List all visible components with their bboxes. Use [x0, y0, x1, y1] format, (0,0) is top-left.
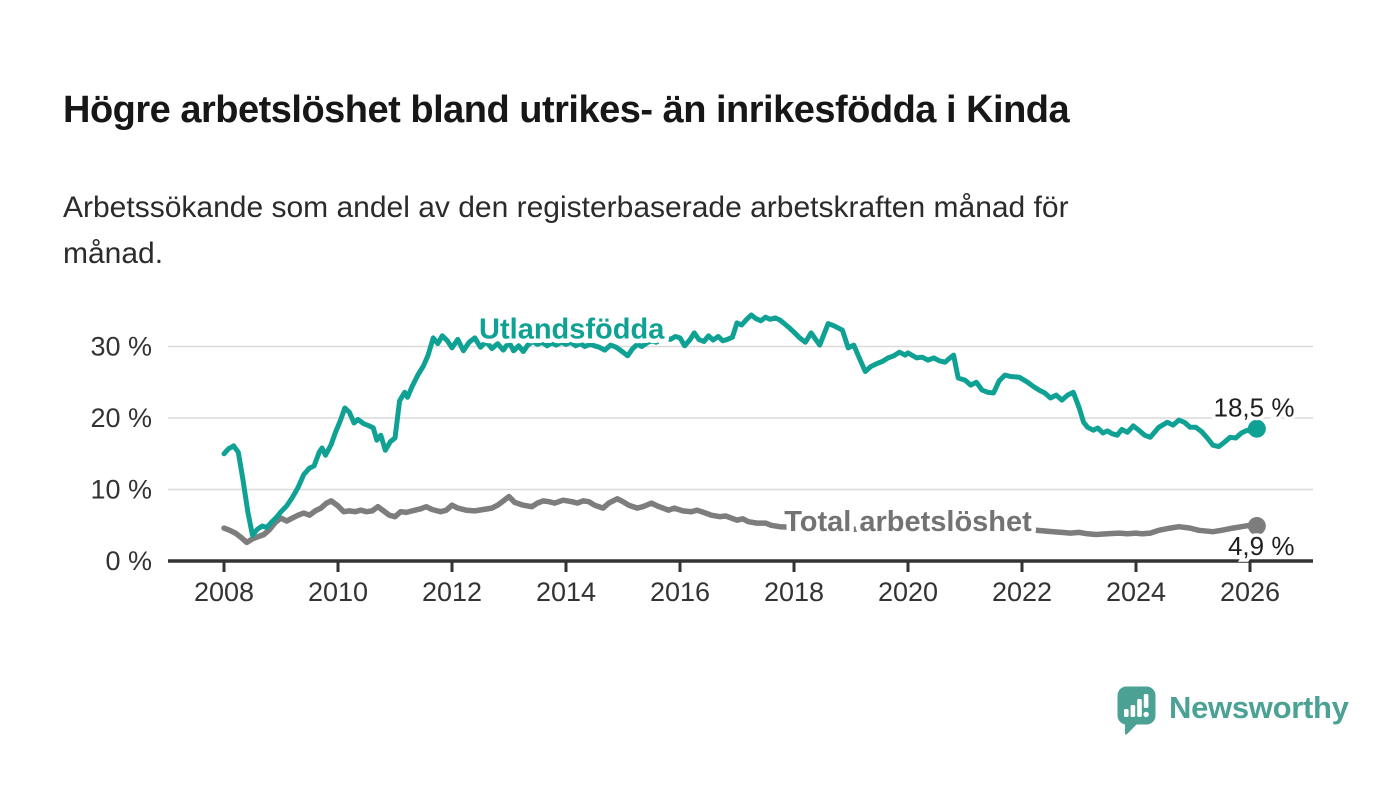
end-dot-total — [1247, 516, 1266, 535]
y-tick-label-10: 10 % — [90, 475, 152, 505]
y-tick-label-20: 20 % — [90, 403, 152, 433]
series-label-total: Total arbetslöshet — [784, 506, 1032, 538]
y-tick-label-0: 0 % — [105, 546, 152, 576]
chart-subtitle: Arbetssökande som andel av den registerb… — [63, 185, 1283, 277]
x-tick-label-2022: 2022 — [992, 577, 1052, 607]
x-tick-label-2026: 2026 — [1220, 577, 1280, 607]
end-value-label-utlandsfodda: 18,5 % — [1214, 392, 1295, 422]
logo-text: Newsworthy — [1169, 690, 1349, 725]
x-tick-label-2024: 2024 — [1106, 577, 1166, 607]
x-tick-label-2016: 2016 — [650, 577, 710, 607]
y-tick-label-30: 30 % — [90, 332, 152, 362]
x-tick-label-2014: 2014 — [536, 577, 596, 607]
page-title: Högre arbetslöshet bland utrikes- än inr… — [63, 89, 1070, 132]
bar-chart-speech-bubble-icon — [1117, 686, 1156, 735]
x-tick-label-2008: 2008 — [194, 577, 254, 607]
end-value-label-total: 4,9 % — [1228, 531, 1295, 561]
x-tick-label-2012: 2012 — [422, 577, 482, 607]
series-line-total — [221, 493, 1260, 546]
x-tick-label-2010: 2010 — [308, 577, 368, 607]
subtitle-line-1: Arbetssökande som andel av den registerb… — [63, 191, 1069, 224]
end-dot-utlandsfodda — [1247, 419, 1266, 438]
series-label-utlandsfodda: Utlandsfödda — [479, 314, 665, 346]
subtitle-line-2: månad. — [63, 237, 164, 270]
newsworthy-logo: Newsworthy — [1117, 686, 1349, 738]
x-tick-label-2018: 2018 — [764, 577, 824, 607]
x-tick-label-2020: 2020 — [878, 577, 938, 607]
series-line-utlandsfodda — [221, 312, 1260, 538]
